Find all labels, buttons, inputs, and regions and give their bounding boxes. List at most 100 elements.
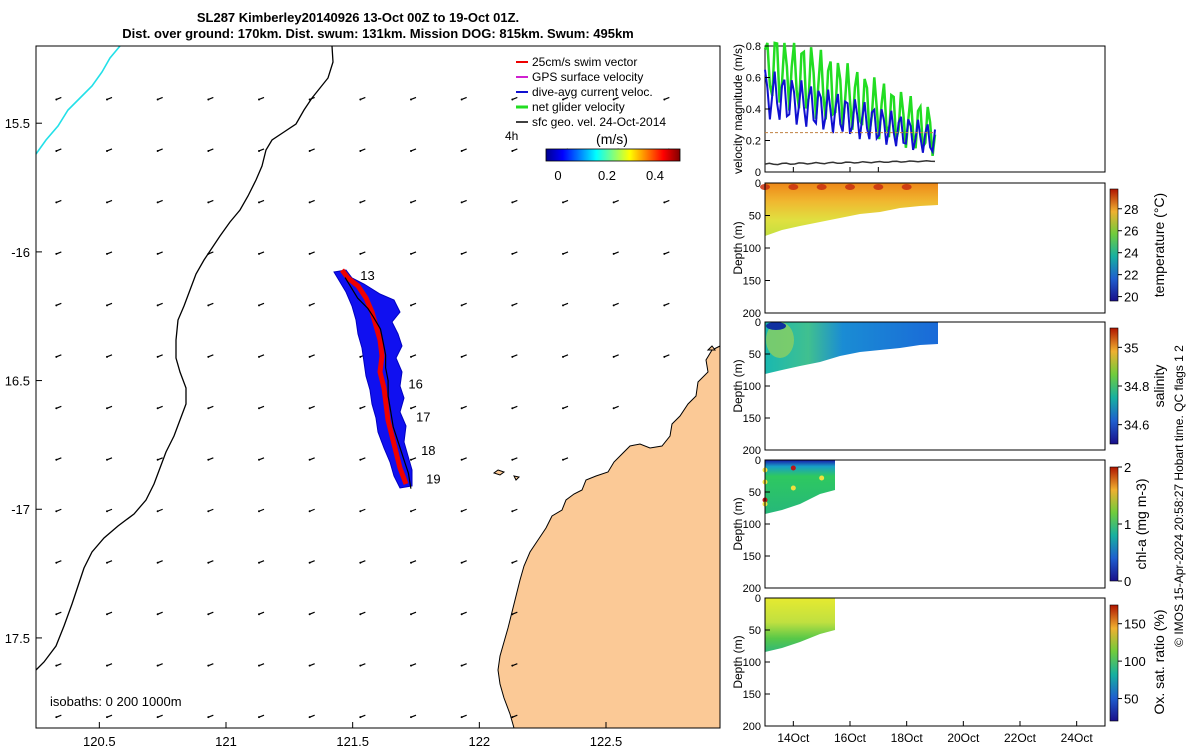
geo-velocity-arrowhead: [258, 716, 260, 719]
geo-velocity-arrowhead: [156, 664, 159, 667]
geo-velocity-arrowhead: [410, 201, 412, 204]
geo-velocity-arrowhead: [258, 561, 260, 564]
geo-velocity-arrowhead: [106, 355, 108, 358]
geo-velocity-arrowhead: [55, 716, 58, 719]
geo-velocity-arrowhead: [207, 252, 210, 255]
glider-track-line: [344, 277, 412, 489]
islands: [492, 345, 716, 481]
geo-velocity-arrowhead: [460, 510, 463, 513]
geo-velocity-arrowhead: [55, 664, 58, 667]
salinity-panel: 0 50 100 150 200 Depth (m) 34.6 34.8 35 salini…: [731, 317, 1167, 457]
geo-velocity-arrowhead: [511, 458, 514, 461]
temperature-warm-spot: [845, 184, 855, 190]
time-tick-label: 16Oct: [834, 731, 867, 745]
temperature-ylabel: Depth (m): [731, 221, 745, 274]
depth-tick-label: 0: [755, 178, 761, 190]
geo-velocity-arrowhead: [156, 561, 159, 564]
geo-velocity-arrowhead: [308, 561, 311, 564]
geo-velocity-arrowhead: [511, 304, 514, 307]
geo-velocity-arrowhead: [359, 201, 362, 204]
salinity-field: [765, 322, 938, 374]
geo-velocity-arrowhead: [258, 613, 260, 616]
colorbar-tick-label: 22: [1124, 268, 1138, 283]
geo-velocity-arrowhead: [106, 149, 108, 152]
geo-velocity-arrowhead: [156, 613, 159, 616]
depth-tick-label: 200: [743, 445, 761, 457]
salinity-fresh-patch: [766, 322, 794, 358]
oxygen-ticks: 0 50 100 150 200: [743, 593, 770, 733]
title-line-1: SL287 Kimberley20140926 13-Oct 00Z to 19…: [197, 10, 519, 25]
chl-colorbar: [1109, 466, 1119, 582]
geo-velocity-arrowhead: [106, 561, 108, 564]
geo-velocity-arrowhead: [308, 458, 311, 461]
geo-velocity-arrowhead: [207, 98, 210, 101]
geo-velocity-arrowhead: [359, 716, 362, 719]
geo-velocity-arrowhead: [258, 201, 260, 204]
geo-velocity-arrowhead: [207, 613, 210, 616]
chl-field: [765, 460, 835, 514]
geo-velocity-arrowhead: [410, 304, 412, 307]
geo-velocity-arrowhead: [562, 98, 564, 101]
salinity-ticks: 0 50 100 150 200: [743, 317, 770, 457]
geo-velocity-arrowhead: [156, 407, 159, 410]
geo-velocity-arrowhead: [207, 716, 210, 719]
geo-velocity-arrowhead: [258, 407, 260, 410]
geo-velocity-arrowhead: [207, 510, 210, 513]
chl-maximum-spot: [790, 465, 796, 471]
geo-velocity-arrowhead: [612, 252, 615, 255]
geo-velocity-arrowhead: [511, 613, 514, 616]
geo-velocity-arrowhead: [359, 613, 362, 616]
geo-velocity-arrowhead: [308, 664, 311, 667]
geo-velocity-arrowhead: [511, 149, 514, 152]
geo-velocity-arrowhead: [359, 355, 362, 358]
velocity-ytick-label: 0.2: [746, 136, 761, 148]
geo-velocity-arrowhead: [55, 510, 58, 513]
geo-velocity-arrowhead: [308, 304, 311, 307]
map-ytick-label: 17.5: [5, 631, 30, 646]
geo-velocity-arrowhead: [308, 716, 311, 719]
colorbar-tick-label: 50: [1124, 692, 1138, 707]
land-coast: [497, 345, 721, 729]
geo-velocity-arrowhead: [55, 407, 58, 410]
geo-velocity-arrowhead: [156, 355, 159, 358]
day-label: 19: [426, 472, 440, 487]
geo-velocity-arrowhead: [511, 355, 514, 358]
surface-velocity-arrows: [55, 96, 670, 719]
depth-tick-label: 150: [743, 413, 761, 425]
geo-velocity-arrowhead: [359, 407, 362, 410]
geo-velocity-arrowhead: [359, 510, 362, 513]
geo-velocity-arrowhead: [106, 613, 108, 616]
depth-tick-label: 50: [749, 349, 761, 361]
temperature-panel: 0 50 100 150 200 Depth (m) 20 22 24 26 28 temper…: [731, 178, 1167, 320]
velocity-panel: 0 0.2 0.4 0.6 0.8 velocity magnitude (m/s): [731, 41, 1106, 179]
geo-velocity-arrowhead: [562, 458, 564, 461]
chl-ticks: 0 50 100 150 200: [743, 455, 770, 595]
colorbar-tick-label: 100: [1124, 654, 1146, 669]
geo-velocity-arrowhead: [207, 304, 210, 307]
depth-tick-label: 100: [743, 519, 761, 531]
map-ytick-label: 16.5: [5, 374, 30, 389]
geo-velocity-arrowhead: [460, 252, 463, 255]
oxygen-colorbar-label: Ox. sat. ratio (%): [1151, 609, 1167, 714]
salinity-colorbar-ticks: 34.6 34.8 35: [1118, 340, 1149, 433]
geo-velocity-arrowhead: [55, 304, 58, 307]
day-label: 17: [416, 410, 430, 425]
geo-velocity-arrowhead: [258, 510, 260, 513]
geo-velocity-arrowhead: [106, 664, 108, 667]
temperature-warm-spot: [788, 184, 799, 190]
geo-velocity-arrowhead: [562, 201, 564, 204]
geo-velocity-line: [764, 159, 936, 166]
geo-velocity-arrowhead: [55, 613, 58, 616]
geo-velocity-arrowhead: [308, 149, 311, 152]
geo-velocity-arrowhead: [460, 304, 463, 307]
chl-maximum-spot: [819, 475, 825, 481]
legend-swim: 25cm/s swim vector: [532, 55, 637, 69]
geo-velocity-arrowhead: [156, 252, 159, 255]
isobath-1000m: [35, 45, 334, 671]
geo-velocity-arrowhead: [612, 201, 615, 204]
geo-velocity-arrowhead: [612, 98, 615, 101]
chl-colorbar-ticks: 0 1 2: [1118, 460, 1131, 589]
geo-velocity-arrowhead: [511, 561, 514, 564]
colorbar-tick-02: 0.2: [598, 168, 616, 183]
geo-velocity-arrowhead: [308, 613, 311, 616]
